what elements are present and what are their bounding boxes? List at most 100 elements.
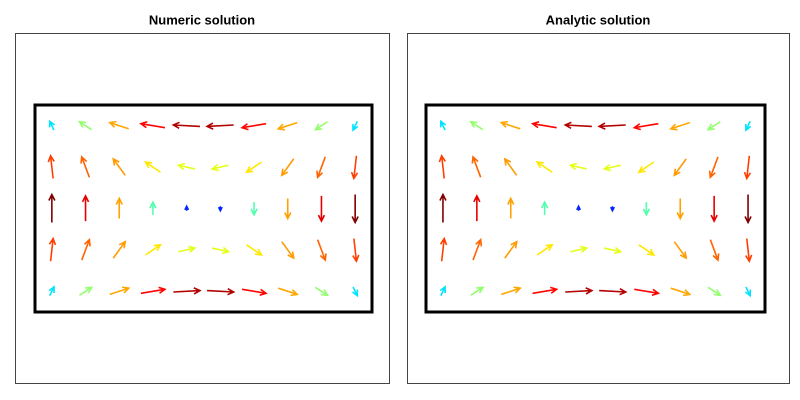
domain-border — [424, 103, 767, 314]
panel-title: Analytic solution — [546, 12, 651, 27]
vector-arrow — [471, 155, 482, 178]
vector-arrow — [642, 202, 651, 217]
vector-arrow — [634, 288, 661, 297]
vector-arrow — [173, 287, 202, 295]
vector-arrow — [501, 286, 522, 296]
vector-arrow — [48, 119, 56, 131]
vector-arrow — [570, 245, 589, 253]
panel-frame — [407, 33, 790, 384]
vector-arrow — [597, 122, 626, 130]
panel-frame — [15, 33, 390, 384]
vector-arrow — [145, 243, 162, 256]
vector-arrow — [673, 241, 688, 260]
vector-arrow — [80, 155, 91, 178]
vector-arrow — [140, 286, 167, 295]
vector-arrow — [565, 287, 594, 295]
vector-arrow — [317, 195, 326, 223]
vector-arrow — [599, 287, 628, 296]
panel-title: Numeric solution — [149, 12, 255, 27]
vector-arrow — [576, 204, 582, 211]
vector-arrow — [743, 155, 752, 181]
vector-arrow — [250, 202, 258, 217]
vector-arrow — [351, 194, 359, 225]
vector-arrow — [438, 154, 447, 179]
vector-arrow — [530, 120, 557, 129]
vector-arrow — [246, 244, 264, 256]
vector-arrow — [81, 194, 90, 222]
vector-arrow — [245, 161, 262, 174]
vector-arrow — [207, 287, 236, 296]
vector-arrow — [176, 162, 196, 171]
vector-arrow — [276, 121, 298, 131]
vector-arrow — [112, 157, 126, 176]
vector-arrow — [205, 122, 234, 130]
vector-arrow — [139, 120, 166, 129]
vector-arrow — [540, 200, 549, 215]
vector-arrow — [79, 286, 94, 296]
vector-arrow — [673, 158, 687, 177]
domain-border — [33, 103, 374, 314]
vector-arrow — [115, 196, 123, 219]
vector-arrow — [439, 192, 447, 223]
vector-arrow — [281, 241, 295, 260]
vector-arrow — [217, 206, 223, 213]
vector-arrow — [470, 286, 485, 296]
vector-arrow — [143, 161, 161, 173]
vector-arrow — [632, 122, 659, 131]
vector-arrow — [744, 286, 752, 298]
vector-arrow — [241, 288, 268, 297]
vector-arrow — [604, 246, 623, 255]
vector-arrow — [535, 161, 553, 173]
vector-arrow — [609, 206, 615, 213]
vector-arrow — [171, 121, 200, 130]
vector-arrow — [503, 157, 518, 176]
vector-arrow — [313, 121, 328, 131]
vector-arrow — [350, 155, 359, 181]
vector-arrow — [710, 195, 718, 223]
vector-arrow — [48, 285, 55, 297]
vector-arrow — [108, 120, 129, 130]
vector-arrow — [439, 236, 448, 262]
vector-arrow — [602, 164, 621, 172]
vector-arrow — [149, 200, 157, 215]
vector-arrow — [473, 194, 481, 222]
vector-arrow — [745, 120, 752, 132]
vector-arrow — [278, 287, 299, 297]
vector-arrow — [112, 240, 127, 259]
vector-arrow — [707, 286, 722, 297]
vector-arrow — [638, 244, 656, 256]
vector-arrow — [532, 286, 559, 295]
vector-arrow — [352, 238, 360, 263]
vector-arrow — [210, 164, 229, 172]
vector-arrow — [439, 285, 446, 297]
vector-arrow — [316, 156, 327, 179]
vector-arrow — [316, 239, 327, 262]
vector-arrow — [178, 245, 197, 253]
vector-arrow — [670, 287, 692, 297]
vector-arrow — [708, 156, 719, 179]
vector-arrow — [77, 120, 93, 131]
vector-arrow — [240, 122, 267, 131]
vector-arrow — [744, 238, 753, 263]
vector-arrow — [109, 286, 131, 296]
vector-arrow — [80, 238, 91, 261]
vector-arrow — [472, 238, 483, 261]
vector-arrow — [48, 192, 56, 223]
vector-arrow — [184, 204, 190, 211]
vector-arrow — [48, 236, 57, 262]
vector-arrow — [352, 120, 359, 132]
vector-arrow — [47, 154, 55, 179]
vector-arrow — [314, 286, 330, 297]
vector-arrow — [709, 239, 720, 262]
vector-arrow — [499, 120, 521, 130]
vector-arrow — [706, 121, 721, 131]
vector-arrow — [469, 120, 484, 131]
vector-arrow — [504, 240, 518, 259]
vector-arrow — [744, 194, 752, 225]
vector-arrow — [568, 162, 587, 171]
vector-arrow — [439, 119, 447, 131]
vector-arrow — [351, 286, 359, 298]
vector-arrow — [669, 121, 690, 131]
vector-arrow — [637, 161, 655, 174]
